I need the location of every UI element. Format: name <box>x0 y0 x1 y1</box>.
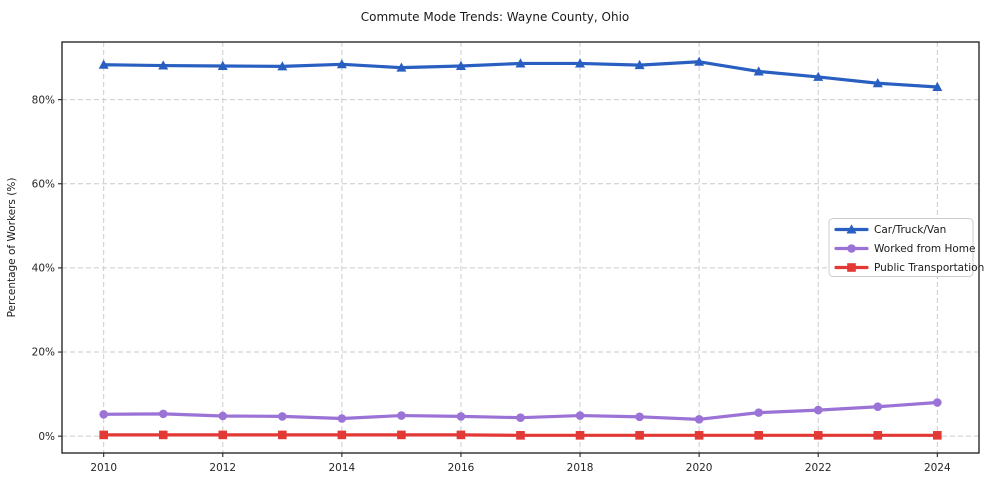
series-lines <box>98 56 943 440</box>
x-tick-label: 2024 <box>924 462 951 474</box>
plot-border <box>61 41 980 454</box>
chart-title: Commute Mode Trends: Wayne County, Ohio <box>361 10 630 24</box>
y-axis: 0% 20% 40% 60% 80% <box>32 94 62 443</box>
marker-worked-from-home <box>933 398 942 407</box>
x-tick-label: 2014 <box>328 462 355 474</box>
marker-worked-from-home <box>635 412 644 422</box>
marker-worked-from-home <box>456 412 466 421</box>
legend: Car/Truck/Van Worked from Home Public Tran… <box>828 218 984 277</box>
marker-public-transportation <box>873 431 883 440</box>
legend-label: Public Transportation <box>874 262 984 274</box>
series-public-transportation <box>99 430 942 440</box>
marker-worked-from-home <box>218 411 228 421</box>
marker-car-truck-van <box>515 58 526 68</box>
legend-box <box>828 218 974 277</box>
x-tick-label: 2022 <box>805 462 832 474</box>
marker-worked-from-home <box>575 411 585 420</box>
legend-marker-worked-from-home <box>847 244 856 253</box>
marker-car-truck-van <box>575 58 586 68</box>
marker-car-truck-van <box>98 59 109 69</box>
x-tick-label: 2016 <box>448 462 475 474</box>
marker-car-truck-van <box>932 81 943 92</box>
marker-worked-from-home <box>99 409 108 419</box>
marker-car-truck-van <box>158 60 169 70</box>
series-worked-from-home <box>99 398 942 424</box>
series-car-truck-van <box>98 56 943 92</box>
y-tick-label: 0% <box>38 431 55 443</box>
marker-car-truck-van <box>336 59 347 69</box>
y-tick-label: 80% <box>32 94 55 106</box>
y-tick-label: 60% <box>32 178 55 190</box>
gridlines <box>62 42 979 453</box>
y-axis-label: Percentage of Workers (%) <box>6 178 18 318</box>
marker-car-truck-van <box>455 60 466 70</box>
legend-item-public-transportation: Public Transportation <box>834 262 984 274</box>
legend-item-car-truck-van: Car/Truck/Van <box>834 224 946 236</box>
legend-marker-car-truck-van <box>846 224 857 234</box>
marker-public-transportation <box>694 431 704 440</box>
marker-public-transportation <box>397 430 406 440</box>
marker-car-truck-van <box>217 60 228 70</box>
marker-worked-from-home <box>337 414 347 423</box>
marker-worked-from-home <box>694 415 704 424</box>
legend-marker-public-transportation <box>847 263 856 272</box>
marker-public-transportation <box>933 431 942 440</box>
marker-worked-from-home <box>516 413 525 422</box>
legend-label: Worked from Home <box>874 243 975 255</box>
legend-label: Car/Truck/Van <box>874 224 946 236</box>
marker-public-transportation <box>218 430 228 440</box>
marker-worked-from-home <box>397 411 406 420</box>
marker-public-transportation <box>158 430 168 440</box>
marker-car-truck-van <box>634 59 645 70</box>
marker-public-transportation <box>337 430 347 440</box>
marker-public-transportation <box>754 431 763 440</box>
x-tick-label: 2018 <box>567 462 594 474</box>
marker-worked-from-home <box>278 412 287 421</box>
marker-car-truck-van <box>694 56 705 66</box>
marker-public-transportation <box>456 430 466 440</box>
marker-worked-from-home <box>158 409 168 419</box>
marker-car-truck-van <box>277 61 288 71</box>
marker-worked-from-home <box>813 405 823 415</box>
marker-public-transportation <box>635 431 644 440</box>
marker-public-transportation <box>813 431 823 440</box>
x-tick-label: 2020 <box>686 462 713 474</box>
x-tick-label: 2012 <box>209 462 236 474</box>
marker-public-transportation <box>516 431 525 440</box>
x-tick-label: 2010 <box>90 462 117 474</box>
marker-car-truck-van <box>813 71 824 81</box>
marker-public-transportation <box>278 430 287 440</box>
marker-worked-from-home <box>754 408 763 417</box>
legend-item-worked-from-home: Worked from Home <box>834 243 975 255</box>
marker-car-truck-van <box>753 66 764 76</box>
marker-public-transportation <box>575 431 585 440</box>
x-axis: 2010 2012 2014 2016 2018 2020 2022 2024 <box>90 453 951 474</box>
marker-car-truck-van <box>872 78 883 88</box>
marker-public-transportation <box>99 430 108 440</box>
y-tick-label: 40% <box>32 263 55 275</box>
y-tick-label: 20% <box>32 347 55 359</box>
marker-car-truck-van <box>396 62 407 72</box>
marker-worked-from-home <box>873 402 883 412</box>
